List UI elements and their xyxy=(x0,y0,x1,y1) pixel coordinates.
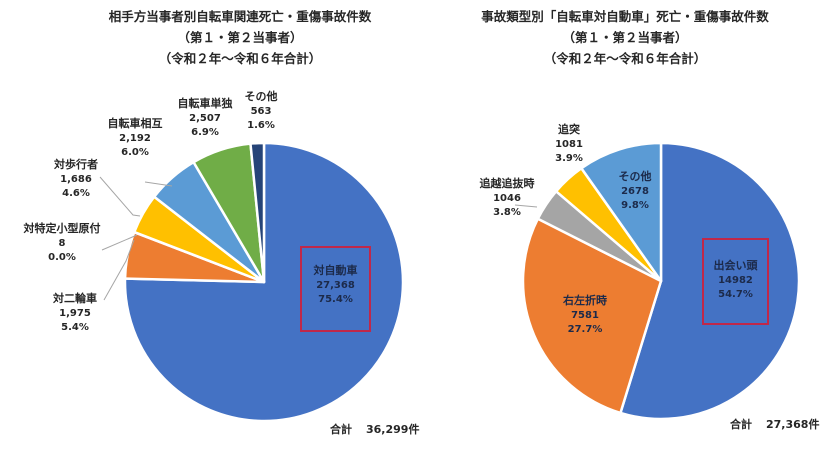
right-label-rear-end: 追突 1081 3.9% xyxy=(555,123,583,164)
left-pie-svg xyxy=(99,141,405,423)
right-title-line-1: 事故類型別「自転車対自動車」死亡・重傷事故件数 xyxy=(481,9,769,24)
left-leader-lines xyxy=(99,176,173,301)
pie-slice xyxy=(619,141,801,421)
left-highlight-box xyxy=(300,246,371,332)
left-label-other: その他 563 1.6% xyxy=(244,90,278,131)
right-label-overtaking: 追越追抜時 1046 3.8% xyxy=(479,177,535,218)
right-title-line-2: （第１・第２当事者） xyxy=(562,30,688,45)
left-label-moped: 対特定小型原付 8 0.0% xyxy=(23,222,101,263)
right-label-turning: 右左折時 7581 27.7% xyxy=(563,294,607,335)
left-label-pedestrian: 対歩行者 1,686 4.6% xyxy=(54,158,98,199)
left-label-bicycle-alone: 自転車単独 2,507 6.9% xyxy=(177,97,233,138)
left-pie-slices xyxy=(123,141,405,423)
left-chart-title: 相手方当事者別自転車関連死亡・重傷事故件数 （第１・第２当事者） （令和２年～令… xyxy=(60,6,420,69)
pie-slice xyxy=(123,141,405,423)
pie-slice xyxy=(580,141,663,283)
pie-slice xyxy=(521,217,663,415)
right-highlight-box xyxy=(702,238,769,325)
left-pie-chart: 相手方当事者別自転車関連死亡・重傷事故件数 （第１・第２当事者） （令和２年～令… xyxy=(23,6,420,436)
left-total: 合計 36,299件 xyxy=(330,423,420,436)
right-title-line-3: （令和２年～令和６年合計） xyxy=(543,51,707,66)
left-label-bicycle-mutual: 自転車相互 2,192 6.0% xyxy=(107,117,163,158)
left-label-car: 対自動車 27,368 75.4% xyxy=(313,264,358,305)
pie-slice xyxy=(249,141,266,284)
right-pie-chart: 事故類型別「自転車対自動車」死亡・重傷事故件数 （第１・第２当事者） （令和２年… xyxy=(420,0,837,454)
right-pie-slices xyxy=(521,141,801,421)
right-chart-title: 事故類型別「自転車対自動車」死亡・重傷事故件数 （第１・第２当事者） （令和２年… xyxy=(440,6,810,69)
left-title-line-1: 相手方当事者別自転車関連死亡・重傷事故件数 xyxy=(108,9,372,24)
left-title-line-2: （第１・第２当事者） xyxy=(177,30,303,45)
right-pie-svg xyxy=(514,141,801,421)
left-title-line-3: （令和２年～令和６年合計） xyxy=(158,51,322,66)
left-label-motorcycle: 対二輪車 1,975 5.4% xyxy=(53,292,97,333)
right-label-other: その他 2678 9.8% xyxy=(618,170,652,211)
right-total: 合計 27,368件 xyxy=(730,418,820,431)
right-leader-lines xyxy=(514,204,538,208)
right-label-crossing: 出会い頭 14982 54.7% xyxy=(713,259,758,300)
